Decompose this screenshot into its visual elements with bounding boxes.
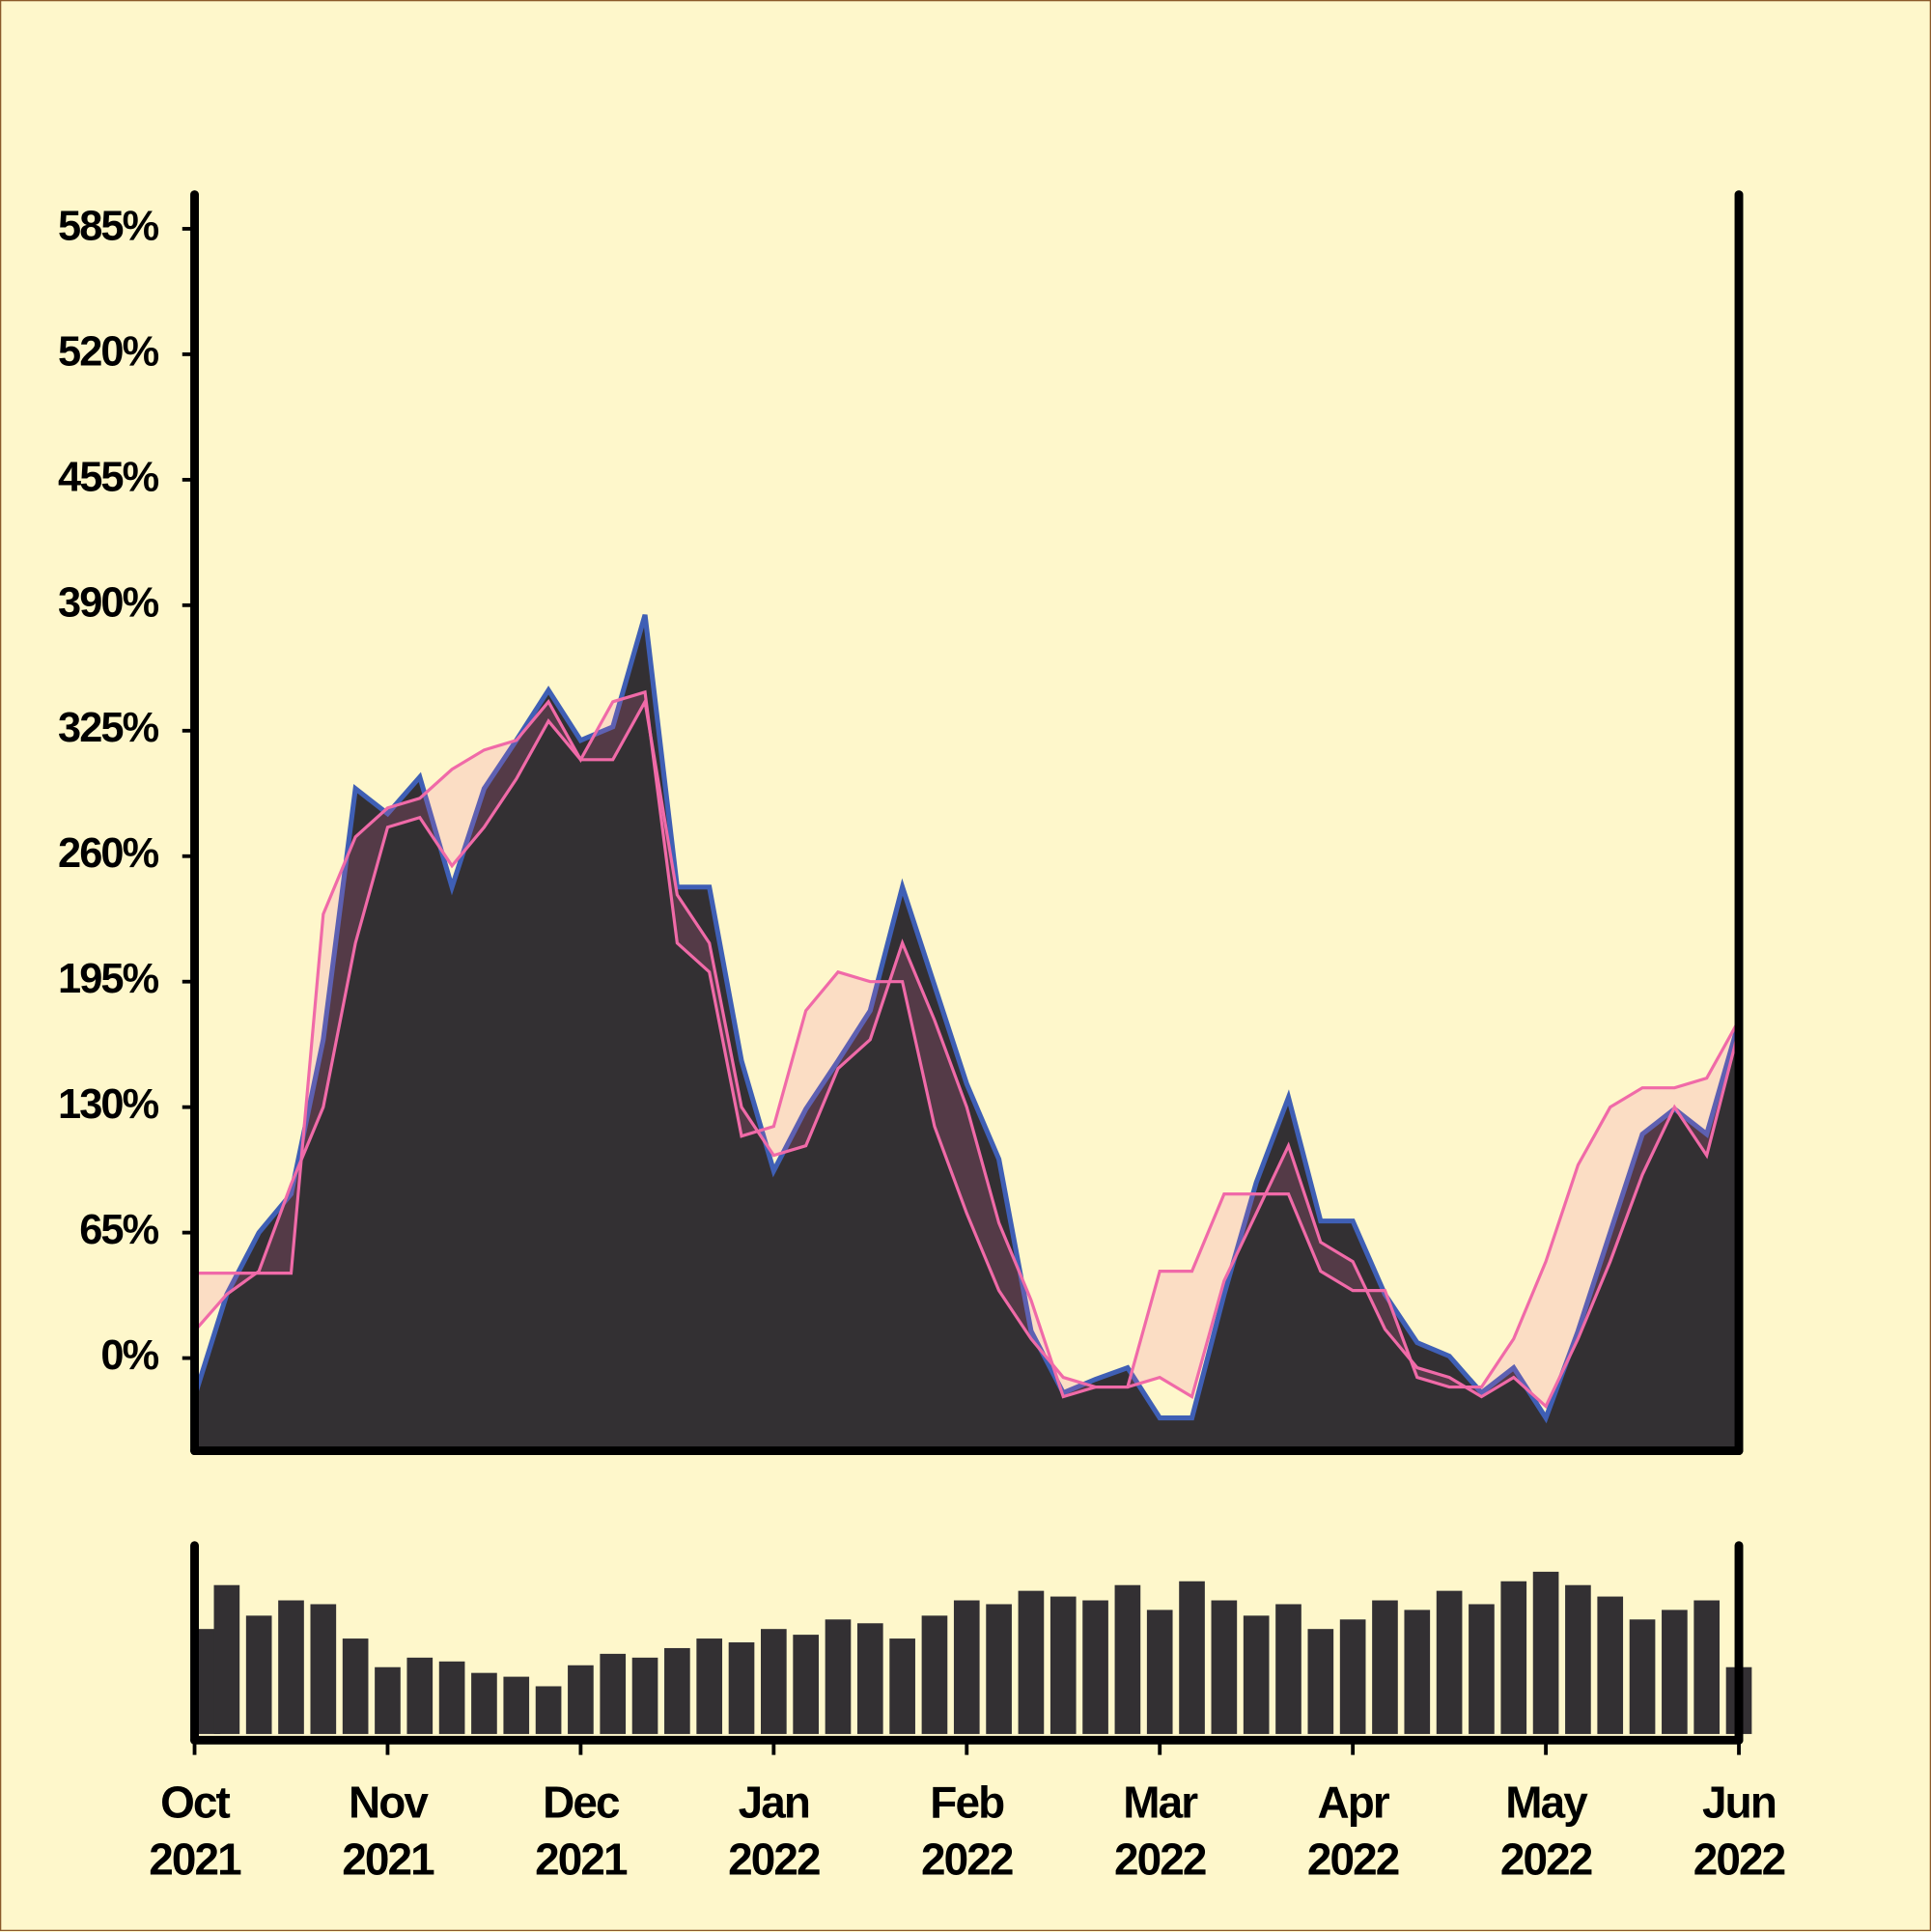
volume-bar bbox=[1275, 1604, 1301, 1734]
cloud-line bbox=[193, 697, 1741, 1410]
volume-bar bbox=[310, 1604, 337, 1734]
volume-bar bbox=[761, 1629, 787, 1734]
x-tick-label: Apr 2022 bbox=[1306, 1777, 1400, 1885]
volume-bar bbox=[1597, 1596, 1624, 1734]
y-tick-label: 65% bbox=[79, 1207, 158, 1253]
volume-bar bbox=[1211, 1600, 1238, 1734]
volume-bar bbox=[1146, 1610, 1173, 1734]
y-tick-label: 585% bbox=[58, 203, 159, 249]
volume-bar bbox=[1339, 1619, 1366, 1734]
volume-bar bbox=[793, 1635, 819, 1734]
y-tick-label: 390% bbox=[58, 579, 159, 626]
volume-bar bbox=[1469, 1604, 1495, 1734]
volume-bar bbox=[406, 1657, 434, 1734]
volume-bar bbox=[1500, 1581, 1527, 1734]
x-tick-label: Nov 2021 bbox=[342, 1777, 434, 1885]
y-tick-label: 520% bbox=[58, 328, 159, 375]
volume-bar bbox=[438, 1661, 465, 1734]
volume-bar bbox=[696, 1638, 723, 1734]
volume-bar bbox=[1436, 1590, 1463, 1734]
volume-bar bbox=[1404, 1610, 1431, 1734]
volume-bar bbox=[1307, 1629, 1334, 1734]
volume-bar bbox=[664, 1647, 690, 1734]
volume-bar bbox=[1082, 1600, 1108, 1734]
volume-bar bbox=[856, 1623, 883, 1734]
y-tick-label: 0% bbox=[100, 1332, 158, 1379]
y-tick-label: 195% bbox=[58, 956, 159, 1002]
volume-bar bbox=[213, 1584, 240, 1734]
volume-bar bbox=[600, 1653, 627, 1734]
volume-bar bbox=[245, 1615, 272, 1734]
x-tick-label: Mar 2022 bbox=[1113, 1777, 1207, 1885]
volume-bar bbox=[1532, 1571, 1559, 1734]
price-line bbox=[192, 614, 1742, 1424]
volume-bar bbox=[535, 1686, 562, 1734]
x-tick-label: May 2022 bbox=[1499, 1777, 1593, 1885]
x-tick-label: Oct 2021 bbox=[149, 1777, 241, 1885]
price-area bbox=[194, 614, 1740, 1451]
volume-bar bbox=[1018, 1590, 1045, 1734]
volume-bar bbox=[986, 1604, 1012, 1734]
y-tick-label: 130% bbox=[58, 1081, 159, 1128]
volume-bar bbox=[1243, 1615, 1270, 1734]
volume-bar bbox=[278, 1600, 304, 1734]
volume-bar bbox=[1372, 1600, 1398, 1734]
volume-bar bbox=[728, 1642, 755, 1734]
volume-bar bbox=[471, 1672, 497, 1734]
cloud-line bbox=[194, 689, 1741, 1389]
x-tick-label: Dec 2021 bbox=[535, 1777, 628, 1885]
volume-bar bbox=[1049, 1596, 1077, 1734]
y-tick-label: 325% bbox=[58, 705, 159, 751]
volume-bar bbox=[1629, 1619, 1656, 1734]
volume-bar bbox=[568, 1665, 594, 1734]
volume-bar bbox=[1662, 1610, 1688, 1734]
volume-bar bbox=[503, 1676, 530, 1734]
volume-bar bbox=[921, 1615, 948, 1734]
volume-bar bbox=[825, 1619, 852, 1734]
volume-bar bbox=[631, 1657, 658, 1734]
volume-bar bbox=[375, 1666, 401, 1734]
volume-bar bbox=[1565, 1584, 1591, 1734]
volume-bar bbox=[1114, 1584, 1141, 1734]
y-tick-label: 455% bbox=[58, 454, 159, 500]
y-tick-label: 260% bbox=[58, 830, 159, 877]
volume-bar bbox=[342, 1638, 369, 1734]
volume-bar bbox=[953, 1600, 980, 1734]
x-tick-label: Jun 2022 bbox=[1693, 1777, 1786, 1885]
volume-bar bbox=[1179, 1581, 1205, 1734]
x-tick-label: Jan 2022 bbox=[728, 1777, 821, 1885]
volume-bar bbox=[1693, 1600, 1721, 1734]
volume-bar bbox=[889, 1638, 915, 1734]
x-tick-label: Feb 2022 bbox=[921, 1777, 1014, 1885]
